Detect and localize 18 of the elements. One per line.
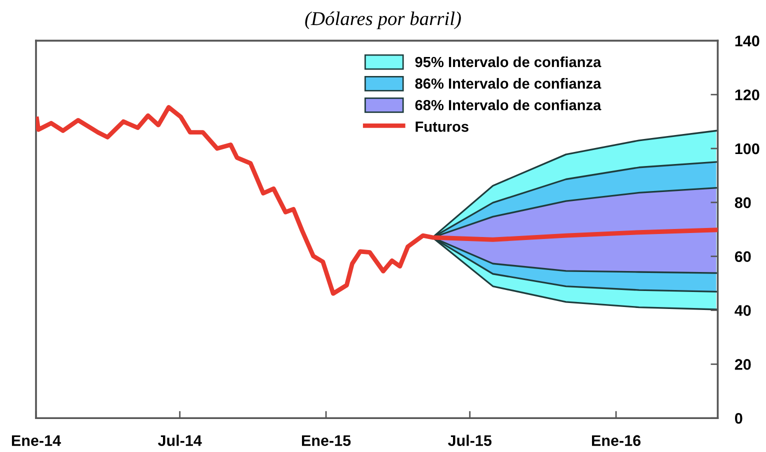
legend-label: Futuros (416, 122, 468, 132)
y-tick-label: 120 (735, 89, 760, 100)
y-tick-label: 0 (735, 412, 742, 424)
y-tick-label: 140 (735, 36, 760, 46)
x-tick-label: Jul-15 (448, 434, 492, 446)
x-tick-label: Ene-16 (592, 435, 641, 446)
chart-subtitle: (Dólares por barril) (305, 12, 461, 30)
y-tick-label: 60 (734, 251, 751, 262)
x-tick-label: Jul-14 (158, 434, 202, 446)
x-tick-label: Ene-15 (302, 435, 351, 446)
y-tick-label: 100 (735, 143, 760, 154)
y-tick-label: 20 (734, 359, 751, 370)
y-tick-label: 80 (734, 197, 751, 208)
legend-label: 86% Intervalo de confianza (415, 78, 602, 89)
legend-label: 68% Intervalo de confianza (415, 100, 602, 110)
x-tick-label: Ene-14 (12, 435, 61, 446)
legend-label: 95% Intervalo de confianza (415, 56, 602, 68)
y-tick-label: 40 (734, 305, 751, 316)
